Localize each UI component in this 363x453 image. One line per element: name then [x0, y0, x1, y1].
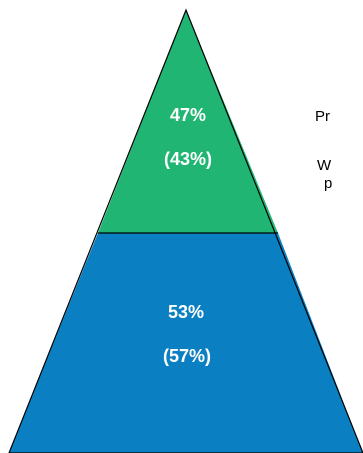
bottom-tier-comparison-label: (57%)	[162, 346, 211, 366]
side-text-line-3: p	[324, 175, 333, 192]
pyramid-bottom-tier	[9, 233, 363, 453]
side-text-line-1: Pr	[315, 108, 330, 125]
pyramid-outline	[8, 8, 363, 453]
top-tier-value-label: 47%	[169, 105, 207, 125]
side-text-line-2: W	[317, 157, 332, 174]
bottom-tier-value-label: 53%	[167, 302, 205, 322]
top-tier-comparison-label: (43%)	[163, 149, 212, 169]
pyramid-top-tier	[98, 10, 278, 233]
